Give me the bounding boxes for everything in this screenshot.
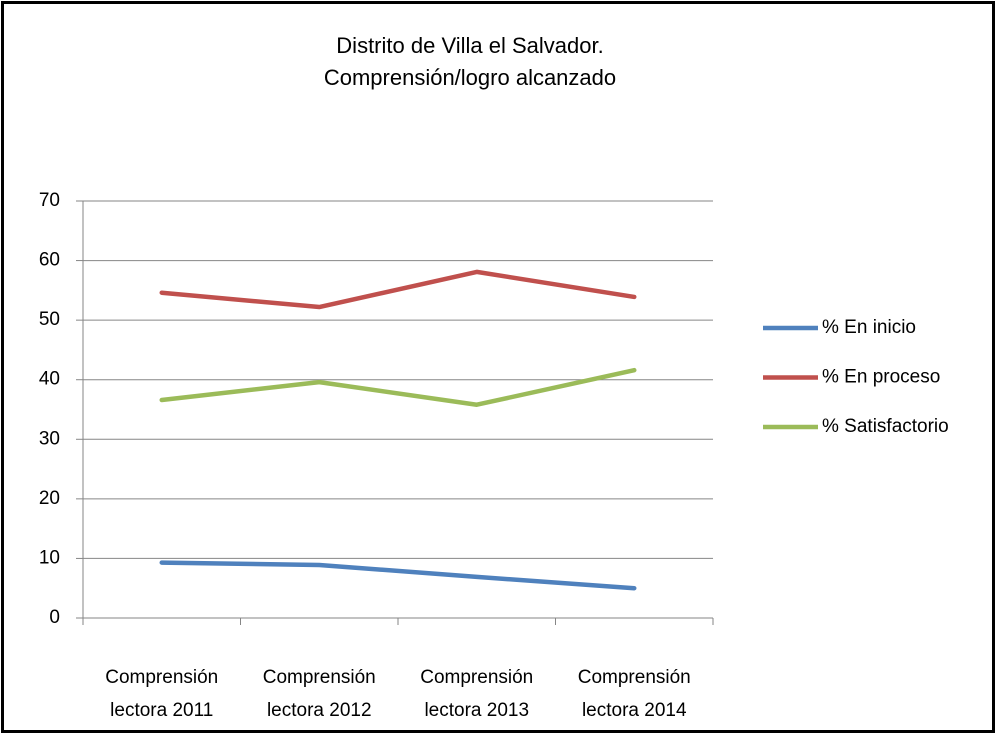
series-line	[159, 367, 637, 407]
y-tick-label: 70	[39, 190, 60, 211]
y-tick-label: 0	[49, 607, 60, 628]
series-line	[159, 269, 637, 310]
chart-title: Distrito de Villa el Salvador. Comprensi…	[323, 33, 617, 90]
y-tick-label: 30	[39, 428, 60, 449]
series-line	[159, 560, 637, 591]
x-tick-label: Comprensión lectora 2011	[105, 667, 219, 721]
legend-label: % Satisfactorio	[822, 416, 949, 437]
y-tick-label: 60	[39, 250, 60, 271]
y-tick-label: 40	[39, 369, 60, 390]
y-tick-label: 10	[39, 547, 60, 568]
legend-label: % En proceso	[822, 367, 940, 388]
legend-label: % En inicio	[822, 317, 916, 338]
y-tick-label: 50	[39, 309, 60, 330]
x-tick-label: Comprensión lectora 2012	[262, 667, 376, 721]
y-tick-label: 20	[39, 488, 60, 509]
x-tick-label: Comprensión lectora 2013	[420, 667, 534, 721]
x-tick-label: Comprensión lectora 2014	[577, 667, 691, 721]
